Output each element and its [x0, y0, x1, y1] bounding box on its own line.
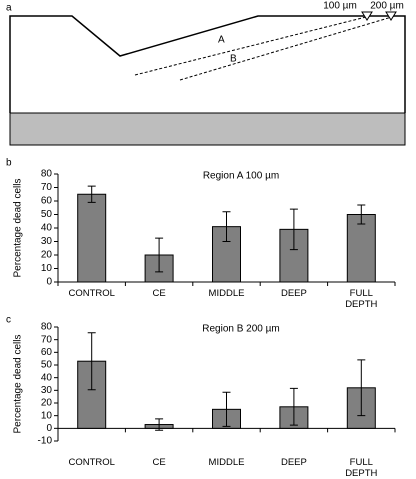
- error-bar: [87, 332, 96, 391]
- x-tick-label: CE: [152, 288, 166, 299]
- substrate: [9, 112, 406, 146]
- depth-label: 100 µm: [323, 1, 357, 12]
- y-tick-label: -10: [38, 436, 53, 447]
- marker: [361, 11, 373, 21]
- x-tick-label: CONTROL: [68, 457, 115, 468]
- x-tick-label: CONTROL: [68, 288, 115, 299]
- x-tick-label: FULL DEPTH: [345, 457, 378, 479]
- y-tick-label: 10: [41, 263, 53, 274]
- bar: [346, 214, 376, 283]
- y-tick-label: 40: [41, 372, 53, 383]
- line-label: B: [230, 54, 237, 65]
- panel-label: c: [6, 315, 11, 326]
- error-bar: [289, 387, 298, 426]
- tissue-profile: [9, 15, 406, 113]
- y-tick-label: 0: [46, 423, 52, 434]
- error-bar: [357, 204, 366, 225]
- error-bar: [155, 237, 164, 273]
- y-tick-label: 80: [41, 169, 53, 180]
- panel-label: a: [6, 3, 12, 14]
- x-tick-label: CE: [152, 457, 166, 468]
- y-tick-label: 20: [41, 250, 53, 261]
- error-bar: [87, 185, 96, 203]
- x-tick-label: MIDDLE: [208, 288, 245, 299]
- y-tick-label: 10: [41, 410, 53, 421]
- error-bar: [357, 359, 366, 417]
- bar: [77, 193, 107, 283]
- y-tick-label: 30: [41, 385, 53, 396]
- y-tick-label: 50: [41, 360, 53, 371]
- error-bar: [222, 211, 231, 242]
- line-label: A: [218, 35, 225, 46]
- depth-line: [134, 15, 371, 76]
- y-axis-label: Percentage dead cells: [13, 179, 24, 278]
- y-tick-label: 50: [41, 209, 53, 220]
- marker: [385, 11, 397, 21]
- chart-title: Region B 200 µm: [202, 324, 279, 335]
- x-tick-label: FULL DEPTH: [345, 288, 378, 310]
- y-tick-label: 80: [41, 322, 53, 333]
- y-tick-label: 20: [41, 398, 53, 409]
- error-bar: [289, 208, 298, 251]
- error-bar: [222, 391, 231, 427]
- y-axis-label: Percentage dead cells: [13, 335, 24, 434]
- y-tick-label: 30: [41, 236, 53, 247]
- panel-label: b: [6, 158, 12, 169]
- chart-title: Region A 100 µm: [203, 171, 279, 182]
- x-tick-label: DEEP: [280, 457, 307, 468]
- x-tick-label: MIDDLE: [208, 457, 245, 468]
- depth-line: [179, 15, 396, 81]
- error-bar: [155, 418, 164, 431]
- y-tick-label: 70: [41, 334, 53, 345]
- y-tick-label: 70: [41, 182, 53, 193]
- x-tick-label: DEEP: [280, 288, 307, 299]
- depth-label: 200 µm: [370, 1, 404, 12]
- y-tick-label: 40: [41, 223, 53, 234]
- y-tick-label: 60: [41, 196, 53, 207]
- y-tick-label: 60: [41, 347, 53, 358]
- y-tick-label: 0: [46, 277, 52, 288]
